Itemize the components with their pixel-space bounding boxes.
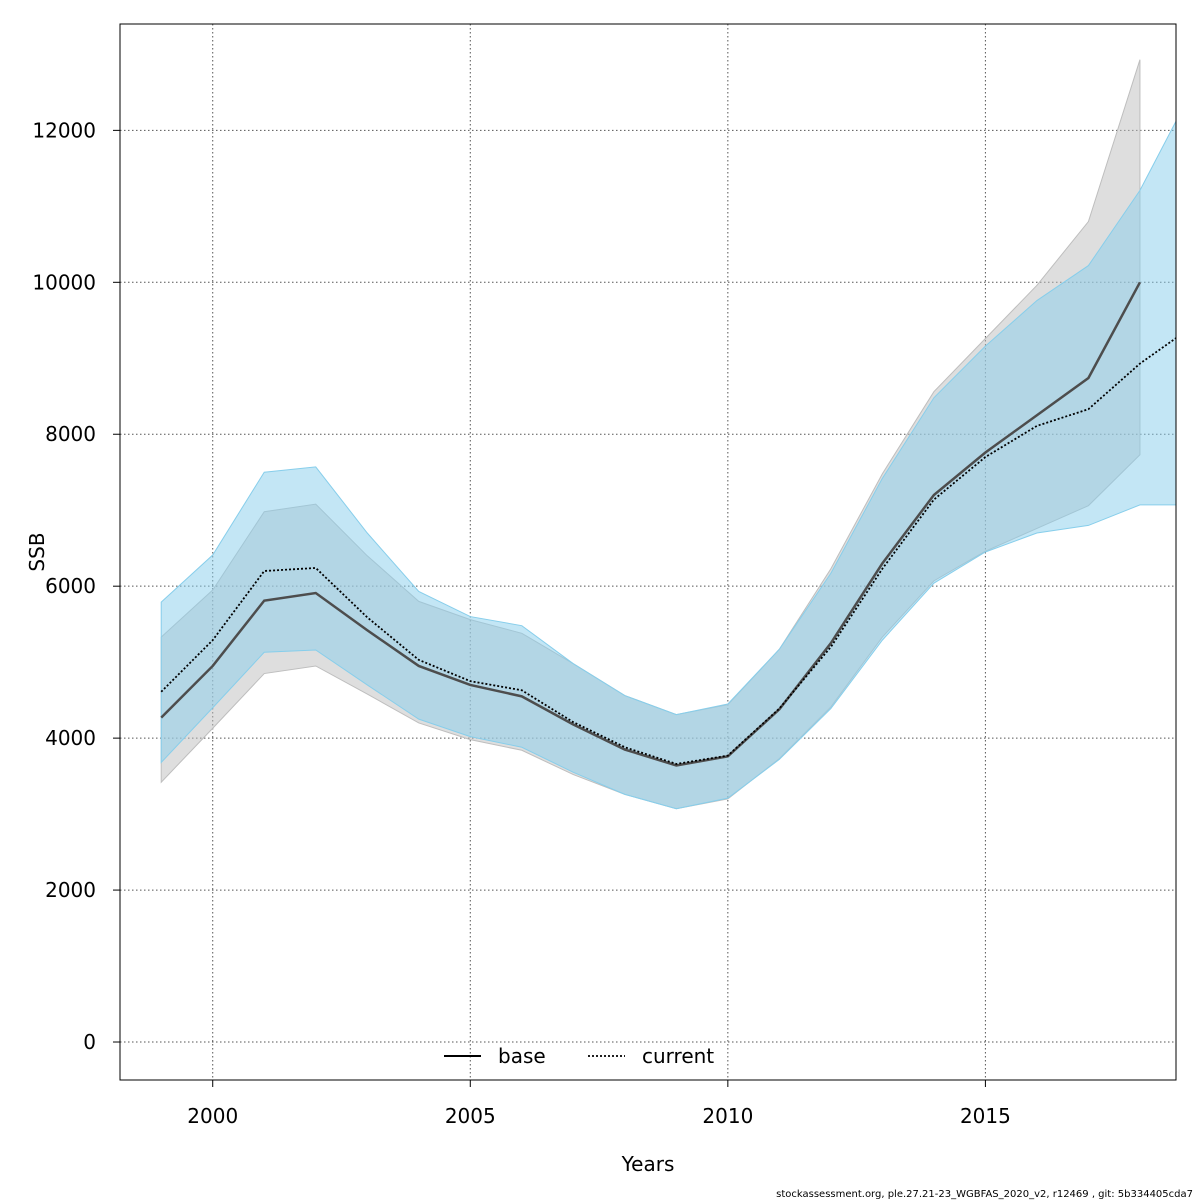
current-confidence-band [160, 120, 1176, 810]
y-axis-title: SSB [25, 532, 49, 571]
x-tick-label: 2000 [187, 1104, 238, 1128]
plot-frame [119, 23, 1177, 1081]
footer-note: stockassessment.org, ple.27.21-23_WGBFAS… [776, 1189, 1193, 1200]
legend: base current [444, 1044, 714, 1068]
y-tick-label: 12000 [32, 118, 96, 142]
base-legend-label: base [498, 1044, 546, 1068]
y-tick-label: 6000 [45, 574, 96, 598]
y-axis-ticks: 0 2000 4000 6000 8000 10000 12000 [32, 118, 120, 1054]
x-tick-label: 2010 [702, 1104, 753, 1128]
current-legend-label: current [642, 1044, 714, 1068]
base-series-line [160, 281, 1142, 767]
series-lines [160, 281, 1176, 767]
x-tick-label: 2015 [960, 1104, 1011, 1128]
y-tick-label: 8000 [45, 422, 96, 446]
y-tick-label: 0 [83, 1030, 96, 1054]
y-tick-label: 10000 [32, 270, 96, 294]
grid [120, 24, 1176, 1080]
confidence-bands [160, 59, 1176, 810]
y-tick-label: 4000 [45, 726, 96, 750]
x-axis-title: Years [621, 1152, 675, 1176]
y-tick-label: 2000 [45, 878, 96, 902]
x-axis-ticks: 2000 2005 2010 2015 [187, 1080, 1011, 1128]
x-tick-label: 2005 [445, 1104, 496, 1128]
current-series-line [160, 336, 1176, 765]
